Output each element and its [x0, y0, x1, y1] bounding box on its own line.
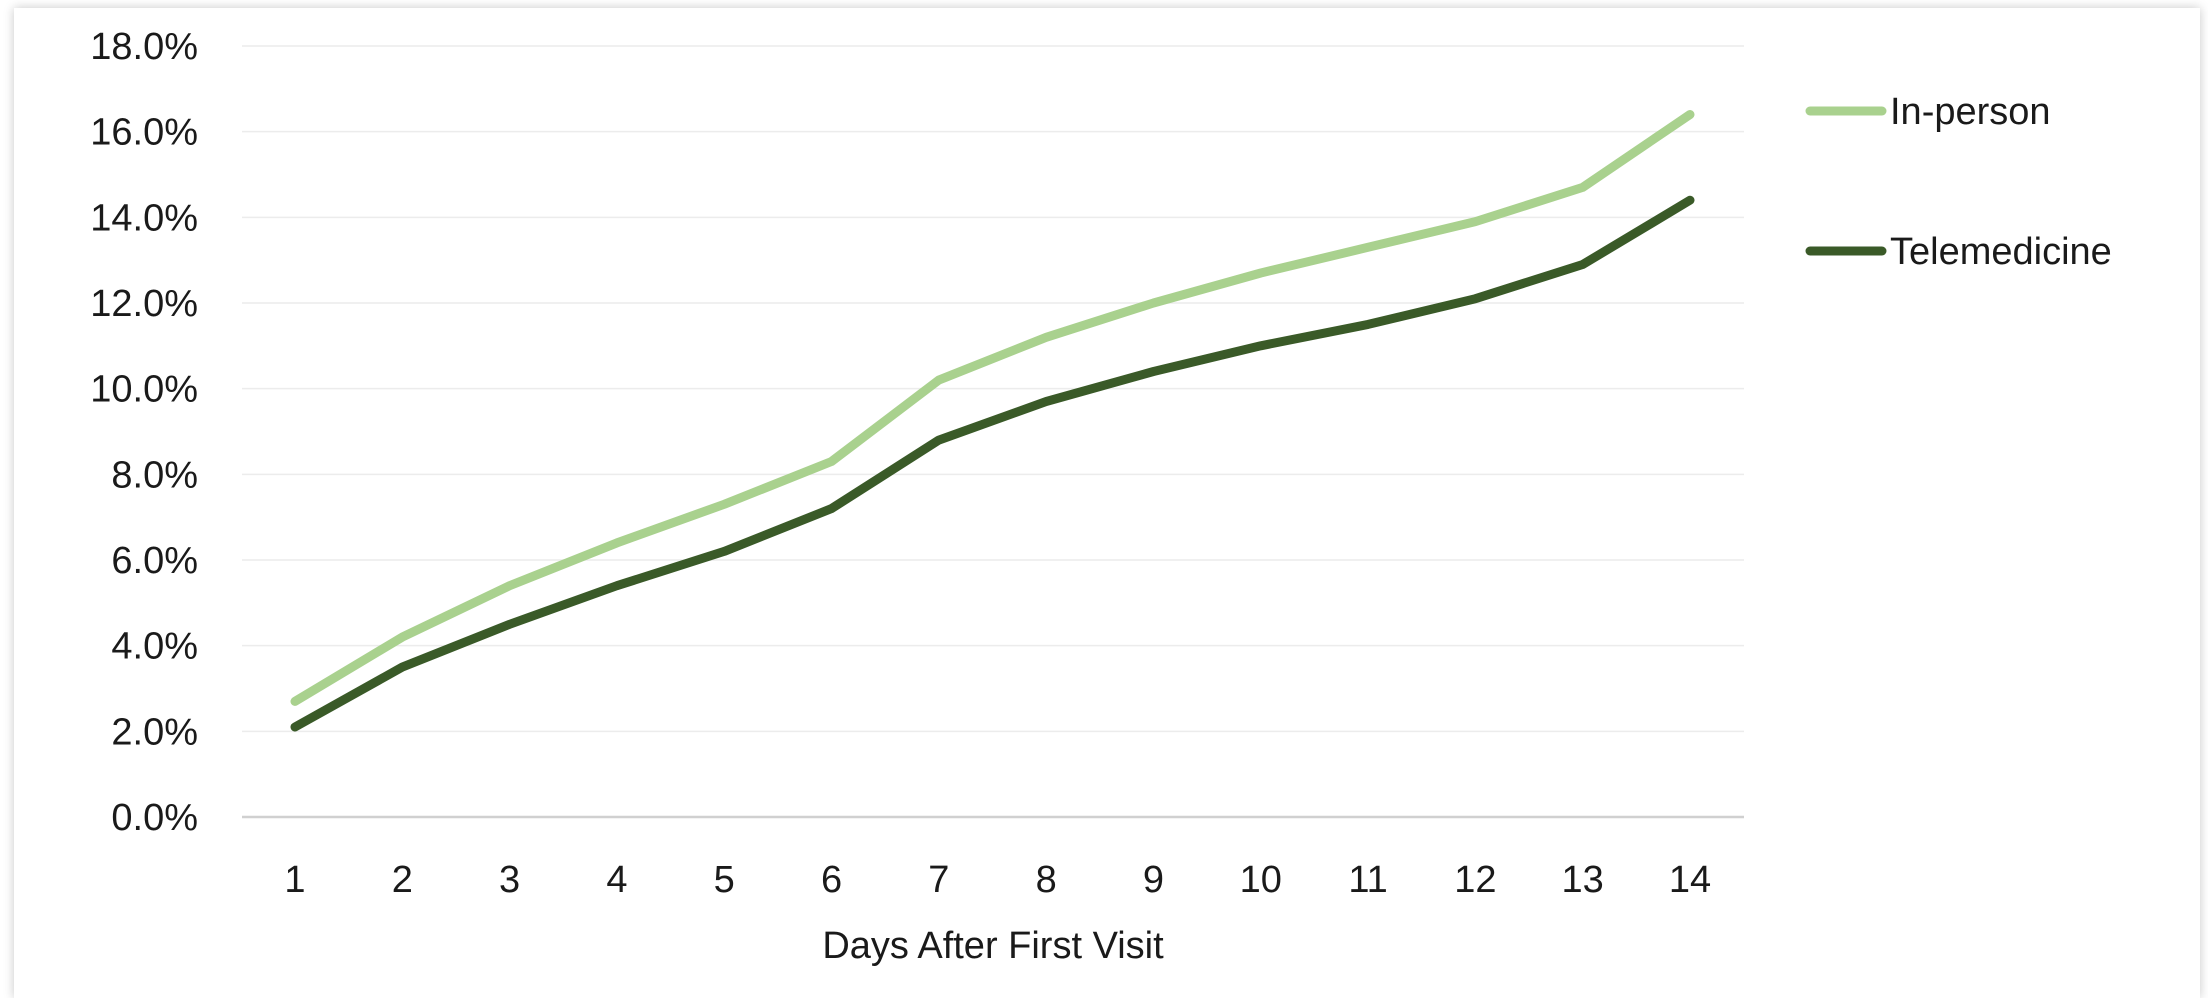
- x-tick-label: 10: [1240, 859, 1282, 901]
- x-tick-label: 2: [392, 859, 413, 901]
- series-line-telemedicine: [290, 195, 1695, 732]
- series-line-in-person: [290, 110, 1695, 706]
- x-tick-label: 7: [928, 859, 949, 901]
- y-tick-label: 12.0%: [90, 283, 198, 325]
- gridlines: [242, 45, 1744, 819]
- x-tick-label: 11: [1348, 859, 1387, 901]
- y-tick-label: 14.0%: [90, 197, 198, 239]
- x-tick-label: 1: [284, 859, 305, 901]
- legend-label-telemedicine: Telemedicine: [1890, 231, 2112, 273]
- y-axis-tick-labels: 0.0% 2.0% 4.0% 6.0% 8.0% 10.0% 12.0% 14.0% 16.0%…: [90, 26, 198, 839]
- y-tick-label: 2.0%: [111, 711, 198, 753]
- x-axis-title: Days After First Visit: [822, 925, 1164, 967]
- y-tick-label: 18.0%: [90, 26, 198, 68]
- y-tick-label: 4.0%: [111, 626, 198, 668]
- y-tick-label: 6.0%: [111, 540, 198, 582]
- legend-label-in-person: In-person: [1890, 91, 2051, 133]
- x-tick-label: 4: [606, 859, 627, 901]
- legend: In-person Telemedicine: [1805, 91, 2112, 273]
- x-tick-label: 9: [1143, 859, 1164, 901]
- chart-card: [14, 8, 2200, 998]
- x-tick-label: 3: [499, 859, 520, 901]
- x-tick-label: 8: [1036, 859, 1057, 901]
- x-tick-label: 12: [1454, 859, 1496, 901]
- line-chart: 0.0% 2.0% 4.0% 6.0% 8.0% 10.0% 12.0% 14.0% 16.0%…: [90, 26, 2112, 967]
- series-lines: [290, 110, 1695, 732]
- y-tick-label: 10.0%: [90, 369, 198, 411]
- y-tick-label: 16.0%: [90, 112, 198, 154]
- x-tick-label: 14: [1669, 859, 1711, 901]
- y-tick-label: 8.0%: [111, 454, 198, 496]
- x-tick-label: 13: [1562, 859, 1604, 901]
- x-tick-label: 5: [714, 859, 735, 901]
- y-tick-label: 0.0%: [111, 797, 198, 839]
- x-axis-tick-labels: 1 2 3 4 5 6 7 8 9 10 11 12 13 14: [284, 859, 1711, 901]
- x-tick-label: 6: [821, 859, 842, 901]
